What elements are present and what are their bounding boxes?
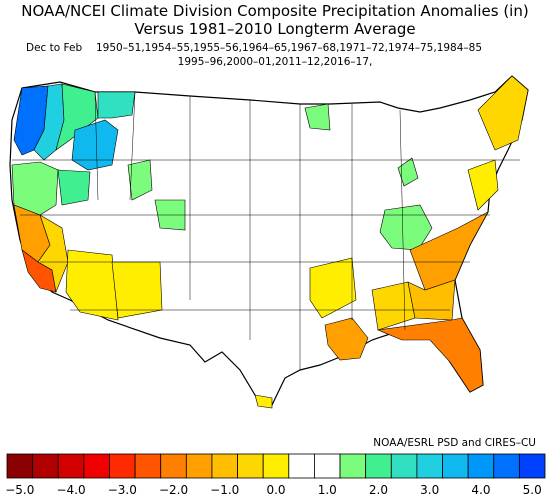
colorbar-swatch: [339, 453, 367, 479]
colorbar-swatch: [185, 453, 213, 479]
composite-years-line-2: 1995–96,2000–01,2011–12,2016–17,: [177, 56, 373, 68]
colorbar-swatch: [109, 453, 136, 479]
region-nw-montana-cyan: [97, 91, 136, 119]
colorbar-swatch: [237, 453, 264, 479]
colorbar-tick-label: 0.0: [266, 483, 286, 497]
region-montana-east-green: [304, 103, 331, 131]
colorbar-tick-label: 2.0: [368, 483, 389, 497]
state-boundaries: [12, 91, 520, 370]
colorbar-swatch: [518, 453, 546, 479]
colorbar-swatch: [390, 453, 418, 479]
colorbar-tick-label: 4.0: [471, 483, 491, 497]
region-great-lakes-green: [397, 157, 419, 187]
region-texas-coast-yellow: [254, 394, 273, 409]
colorbar-swatch: [83, 453, 110, 479]
colorbar-swatch: [32, 453, 59, 479]
region-arizona-yellow: [65, 249, 119, 321]
colorbar-tick-label: −5.0: [5, 483, 35, 497]
colorbar-swatch: [416, 453, 443, 479]
colorbar-tick-label: −3.0: [107, 483, 137, 497]
region-lower-miss-yellow: [309, 257, 357, 319]
data-credit: NOAA/ESRL PSD and CIRES–CU: [373, 437, 536, 449]
region-midatlantic-yellow: [467, 159, 499, 211]
colorbar-tick-label: 5.0: [522, 483, 542, 497]
colorbar-swatch: [493, 453, 520, 479]
colorbar-swatch: [134, 453, 162, 479]
colorbar-tick-label: 1.0: [317, 483, 337, 497]
colorbar-swatch: [160, 453, 187, 479]
colorbar-swatch: [211, 453, 238, 479]
colorbar-swatch: [288, 453, 315, 479]
colorbar-swatch: [442, 453, 469, 479]
composite-years-line-1: 1950–51,1954–55,1955–56,1964–65,1967–68,…: [96, 42, 483, 54]
colorbar-swatch: [314, 453, 341, 479]
map-title-line-2: Versus 1981–2010 Longterm Average: [134, 20, 416, 38]
region-nevada-north-green: [57, 169, 91, 206]
map-title-line-1: NOAA/NCEI Climate Division Composite Pre…: [21, 2, 529, 20]
region-florida-orange: [376, 317, 484, 393]
colorbar-swatch: [467, 453, 495, 479]
colorbar-tick-label: −1.0: [210, 483, 240, 497]
colorbar-swatch: [57, 453, 85, 479]
colorbar-swatch: [262, 453, 290, 479]
colorbar-swatch: [6, 453, 34, 479]
colorbar-swatch: [365, 453, 392, 479]
region-ca-interior-yellow: [37, 214, 69, 294]
colorbar-tick-label: −4.0: [56, 483, 86, 497]
region-new-england-yellow: [477, 75, 529, 151]
colorbar-tick-label: −2.0: [158, 483, 189, 497]
season-period: Dec to Feb: [26, 42, 83, 54]
colorbar-tick-label: 3.0: [420, 483, 440, 497]
